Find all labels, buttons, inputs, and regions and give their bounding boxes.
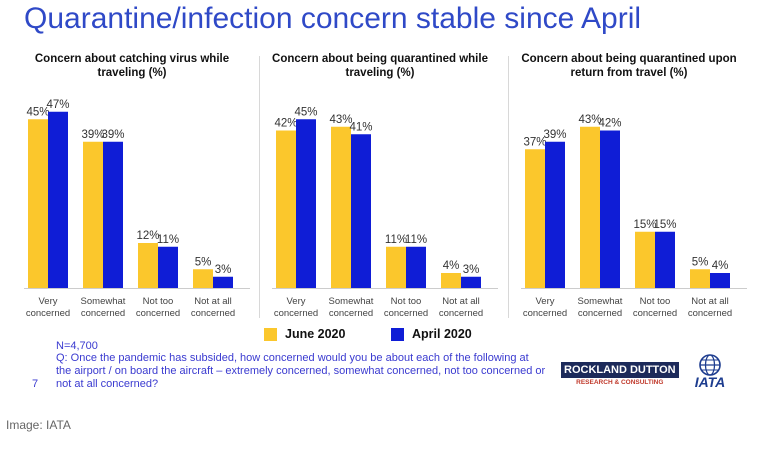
bar [296,119,316,288]
category-label: concerned [81,308,125,319]
category-label: concerned [384,308,428,319]
data-label: 41% [349,121,372,133]
category-label: concerned [26,308,70,319]
page-number: 7 [32,378,39,390]
category-label: concerned [578,308,622,319]
bar [525,149,545,288]
bar [351,134,371,288]
category-label: Not at all [194,296,232,307]
bar [48,111,68,288]
data-label: 4% [712,260,729,272]
data-label: 42% [274,118,297,130]
bar [158,246,178,288]
globe-icon [699,354,721,376]
data-label: 45% [26,106,49,118]
legend-label-april: April 2020 [412,327,472,341]
image-caption: Image: IATA [6,418,71,432]
sample-size: N=4,700 [56,340,98,352]
data-label: 39% [101,129,124,141]
bar [331,126,351,288]
data-label: 3% [463,264,480,276]
category-label: Very [38,296,57,307]
bar [213,276,233,288]
bar [406,246,426,288]
bar [655,231,675,288]
bar [83,141,103,288]
panel-title-quarantined-return: Concern about being quarantined upon ret… [521,53,737,79]
panel-title-catching-virus: Concern about catching virus while trave… [34,53,230,79]
panel-divider [508,56,509,318]
rockland-logo-subtitle: RESEARCH & CONSULTING [576,379,664,386]
chart-catching-virus: 45%47%Veryconcerned39%39%Somewhatconcern… [24,99,250,319]
category-label: Not too [640,296,671,307]
category-label: concerned [136,308,180,319]
category-label: concerned [633,308,677,319]
chart-quarantined-return: 37%39%Veryconcerned43%42%Somewhatconcern… [521,114,747,319]
category-label: Very [535,296,554,307]
data-label: 42% [598,118,621,130]
data-label: 4% [443,260,460,272]
data-label: 5% [195,256,212,268]
legend-april: April 2020 [391,327,472,341]
category-label: Somewhat [329,296,374,307]
category-label: concerned [439,308,483,319]
data-label: 37% [523,136,546,148]
data-label: 39% [543,129,566,141]
bar [461,276,481,288]
data-label: 5% [692,256,709,268]
category-label: Not too [391,296,422,307]
dutton-logo-text: DUTTON [629,362,679,378]
bar [710,273,730,288]
slide: Quarantine/infection concern stable sinc… [24,2,747,392]
iata-logo-text: IATA [694,374,726,390]
rockland-dutton-logo: ROCKLAND DUTTON RESEARCH & CONSULTING [561,362,679,386]
slide-title: Quarantine/infection concern stable sinc… [24,2,642,35]
category-label: Not too [143,296,174,307]
category-label: Somewhat [81,296,126,307]
bar [276,130,296,288]
panel-title-quarantined-traveling: Concern about being quarantined while tr… [272,53,488,79]
category-label: Not at all [691,296,729,307]
data-label: 39% [81,129,104,141]
bar [28,119,48,288]
category-label: concerned [688,308,732,319]
category-label: Not at all [442,296,480,307]
data-label: 43% [329,114,352,126]
bar [138,243,158,288]
data-label: 11% [405,234,427,246]
data-label: 11% [385,234,407,246]
bar [600,130,620,288]
bar [386,246,406,288]
category-label: Somewhat [578,296,623,307]
data-label: 3% [215,264,232,276]
data-label: 11% [157,234,179,246]
category-label: concerned [191,308,235,319]
data-label: 15% [633,219,656,231]
panel-divider [259,56,260,318]
bar [441,273,461,288]
category-label: concerned [329,308,373,319]
iata-logo: IATA [684,354,736,392]
data-label: 45% [294,106,317,118]
data-label: 15% [653,219,676,231]
data-label: 12% [136,230,159,242]
data-label: 47% [46,99,69,111]
bar [635,231,655,288]
bar [545,141,565,288]
rockland-logo-text: ROCKLAND [561,362,630,378]
category-label: Very [286,296,305,307]
bar [103,141,123,288]
category-label: concerned [523,308,567,319]
bar [580,126,600,288]
bar [193,269,213,288]
bar [690,269,710,288]
legend-label-june: June 2020 [285,327,346,341]
legend-swatch-april [391,327,404,341]
category-label: concerned [274,308,318,319]
legend-swatch-june [264,327,277,341]
survey-question: Q: Once the pandemic has subsided, how c… [56,352,546,390]
legend-june: June 2020 [264,327,345,341]
chart-quarantined-traveling: 42%45%Veryconcerned43%41%Somewhatconcern… [272,106,498,319]
data-label: 43% [578,114,601,126]
